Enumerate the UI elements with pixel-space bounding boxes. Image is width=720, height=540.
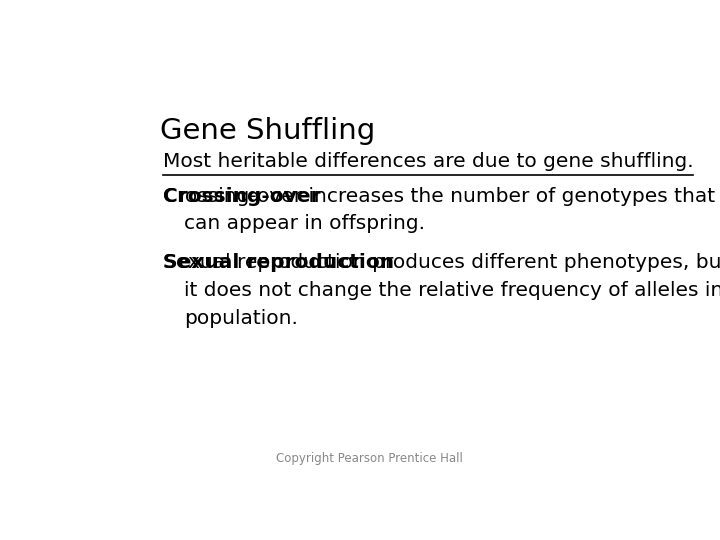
Text: Crossing-over increases the number of genotypes that: Crossing-over increases the number of ge… (163, 187, 715, 206)
Text: can appear in offspring.: can appear in offspring. (184, 214, 425, 233)
Text: Most heritable differences are due to gene shuffling.: Most heritable differences are due to ge… (163, 152, 693, 171)
Text: Gene Shuffling: Gene Shuffling (160, 117, 375, 145)
Text: Sexual reproduction produces different phenotypes, but: Sexual reproduction produces different p… (163, 253, 720, 272)
Text: Crossing-over: Crossing-over (163, 187, 320, 206)
Text: Sexual reproduction: Sexual reproduction (163, 253, 394, 272)
Text: Copyright Pearson Prentice Hall: Copyright Pearson Prentice Hall (276, 452, 462, 465)
Text: population.: population. (184, 309, 297, 328)
Text: it does not change the relative frequency of alleles in a: it does not change the relative frequenc… (184, 281, 720, 300)
